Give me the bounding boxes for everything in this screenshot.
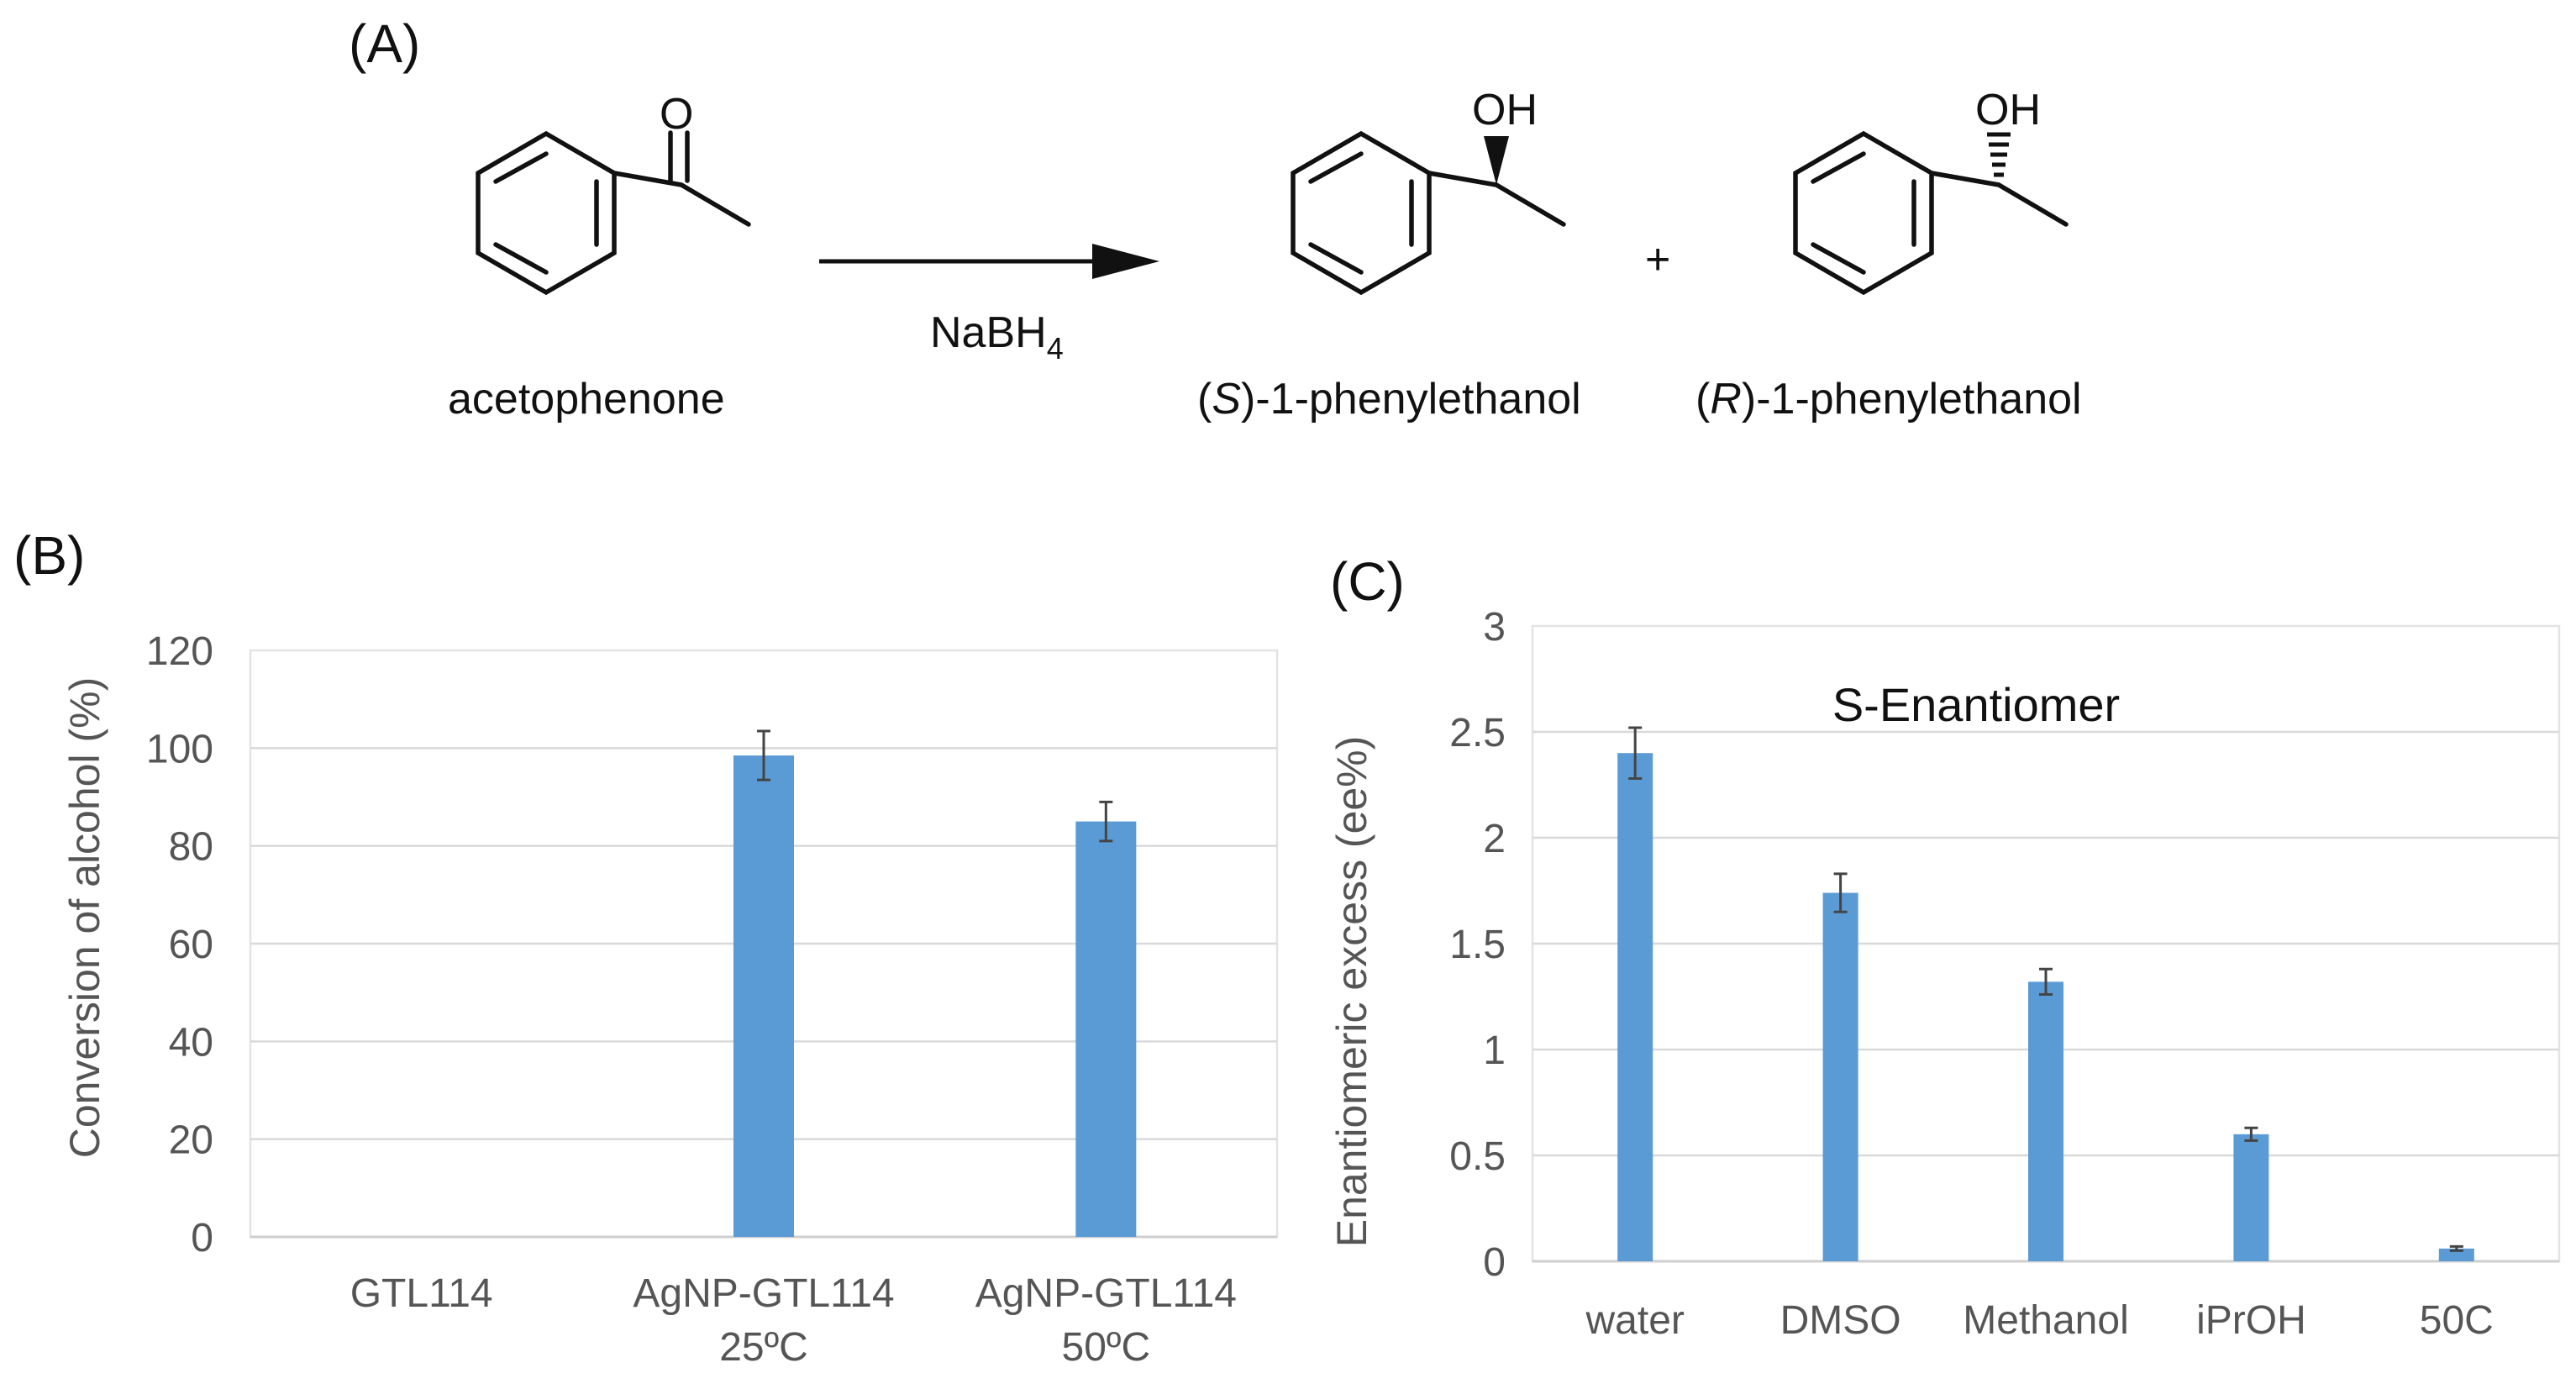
chart-b-bars: [733, 755, 1137, 1237]
acetophenone-structure: O: [476, 90, 751, 296]
bar: [1617, 753, 1653, 1261]
r-hydroxyl: OH: [1975, 86, 2041, 134]
chart-c-title: S-Enantiomer: [1832, 678, 2120, 731]
x-tick-label: GTL114: [350, 1271, 493, 1316]
y-tick-label: 120: [146, 629, 213, 674]
error-bar: [1628, 726, 1643, 780]
error-bar: [2039, 967, 2053, 996]
chart-c-bars: [1617, 753, 2474, 1261]
y-tick-label: 2.5: [1449, 711, 1506, 755]
x-tick-label: 50C: [2420, 1298, 2494, 1343]
x-tick-label: water: [1585, 1298, 1685, 1343]
chart-b-y-axis-title: Conversion of alcohol (%): [61, 677, 108, 1159]
y-tick-label: 0: [191, 1216, 213, 1260]
bar: [2233, 1134, 2269, 1261]
bar: [2438, 1248, 2474, 1261]
chart-c-y-ticks: 0 0.5 1 1.5 2 2.5 3: [1449, 605, 1506, 1285]
s-phenylethanol-structure: OH: [1291, 86, 1566, 296]
chart-b-x-ticks: GTL114 AgNP-GTL114 25ºC AgNP-GTL114 50ºC: [350, 1271, 1237, 1370]
x-tick-label: AgNP-GTL114 25ºC: [633, 1271, 894, 1370]
error-bar: [1833, 872, 1848, 913]
product-s-name: (S)-1-phenylethanol: [1197, 375, 1581, 424]
bar: [1822, 892, 1858, 1261]
s-hydroxyl: OH: [1472, 86, 1538, 134]
panel-a-label: (A): [349, 13, 420, 74]
x-tick-label: iPrOH: [2196, 1298, 2306, 1343]
y-tick-label: 100: [146, 727, 213, 771]
reactant-name: acetophenone: [448, 375, 725, 424]
y-tick-label: 40: [169, 1020, 213, 1065]
chart-c-error-bars: [1628, 726, 2463, 1252]
error-bar: [2449, 1244, 2463, 1252]
x-tick-label: AgNP-GTL114 50ºC: [975, 1271, 1237, 1370]
error-bar: [2244, 1126, 2258, 1142]
y-tick-label: 3: [1483, 605, 1506, 650]
y-tick-label: 0.5: [1449, 1134, 1506, 1179]
bar: [733, 755, 794, 1237]
bar: [1075, 821, 1137, 1237]
y-tick-label: 80: [169, 825, 213, 870]
x-tick-label: Methanol: [1963, 1298, 2128, 1343]
error-bar: [1099, 800, 1113, 843]
y-tick-label: 0: [1483, 1240, 1506, 1285]
y-tick-label: 1.5: [1449, 923, 1506, 967]
panel-b-label: (B): [13, 525, 85, 586]
wedge-bond: [1484, 136, 1509, 185]
reaction-arrow: [819, 244, 1159, 279]
product-r-name: (R)-1-phenylethanol: [1695, 375, 2082, 424]
chart-c-y-axis-title: Enantiomeric excess (ee%): [1328, 736, 1375, 1248]
chart-b-error-bars: [757, 729, 1113, 843]
panel-a: (A) O acetophenone NaBH4: [349, 13, 2082, 424]
chart-c-x-ticks: water DMSO Methanol iPrOH 50C: [1585, 1298, 2494, 1343]
chart-c: 00.511.522.53 water DMSO Methanol iPrOH 50C …: [1328, 605, 2561, 1343]
y-tick-label: 2: [1483, 817, 1506, 861]
hash-bond: [1987, 132, 2011, 177]
x-tick-label: DMSO: [1780, 1298, 1901, 1343]
plus-sign: +: [1645, 235, 1670, 284]
y-tick-label: 1: [1483, 1029, 1506, 1073]
r-phenylethanol-structure: OH: [1793, 86, 2069, 296]
chart-b-y-ticks: 0 20 40 60 80 100 120: [146, 629, 213, 1260]
y-tick-label: 60: [169, 923, 213, 967]
reagent-label: NaBH4: [930, 308, 1064, 366]
y-tick-label: 20: [169, 1118, 213, 1163]
chart-b: 0 20 40 60 80 100 120 GTL114 AgNP-GTL114 25ºC AgN…: [61, 629, 1279, 1370]
panel-c-label: (C): [1330, 551, 1405, 612]
error-bar: [757, 729, 770, 781]
carbonyl-oxygen: O: [660, 90, 693, 139]
bar: [2028, 981, 2063, 1261]
